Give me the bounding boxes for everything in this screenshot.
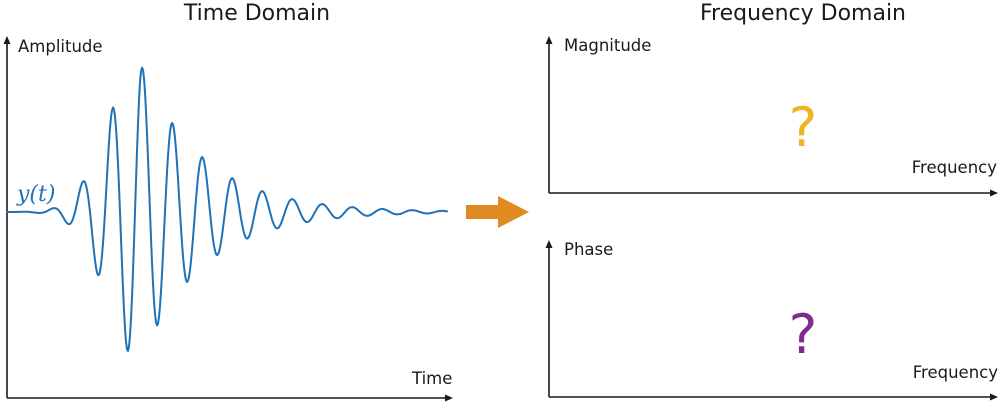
phase-unknown-icon: ? bbox=[789, 303, 818, 366]
frequency-domain-panel: Frequency Domain Magnitude Frequency ? P… bbox=[545, 1, 998, 401]
phase-plot: Phase Frequency ? bbox=[545, 240, 998, 401]
magnitude-plot: Magnitude Frequency ? bbox=[545, 36, 998, 197]
magnitude-unknown-icon: ? bbox=[789, 96, 818, 159]
amplitude-axis-label: Amplitude bbox=[18, 37, 103, 56]
time-axis-label: Time bbox=[411, 369, 452, 388]
magnitude-x-axis-arrow bbox=[990, 189, 998, 197]
time-y-axis-arrow bbox=[3, 36, 11, 44]
signal-waveform bbox=[6, 66, 448, 352]
phase-frequency-axis-label: Frequency bbox=[913, 363, 998, 382]
magnitude-y-axis-arrow bbox=[545, 36, 553, 44]
magnitude-axis-label: Magnitude bbox=[564, 36, 651, 55]
phase-x-axis-arrow bbox=[990, 393, 998, 401]
time-domain-panel: Time Domain Amplitude Time y(t) bbox=[3, 1, 453, 402]
time-domain-title: Time Domain bbox=[183, 1, 330, 26]
transform-arrow-icon bbox=[466, 196, 529, 228]
time-x-axis-arrow bbox=[445, 394, 453, 402]
magnitude-frequency-axis-label: Frequency bbox=[912, 158, 997, 177]
phase-y-axis-arrow bbox=[545, 240, 553, 248]
phase-axis-label: Phase bbox=[564, 240, 613, 259]
signal-label: y(t) bbox=[16, 182, 55, 207]
frequency-domain-title: Frequency Domain bbox=[700, 1, 906, 26]
